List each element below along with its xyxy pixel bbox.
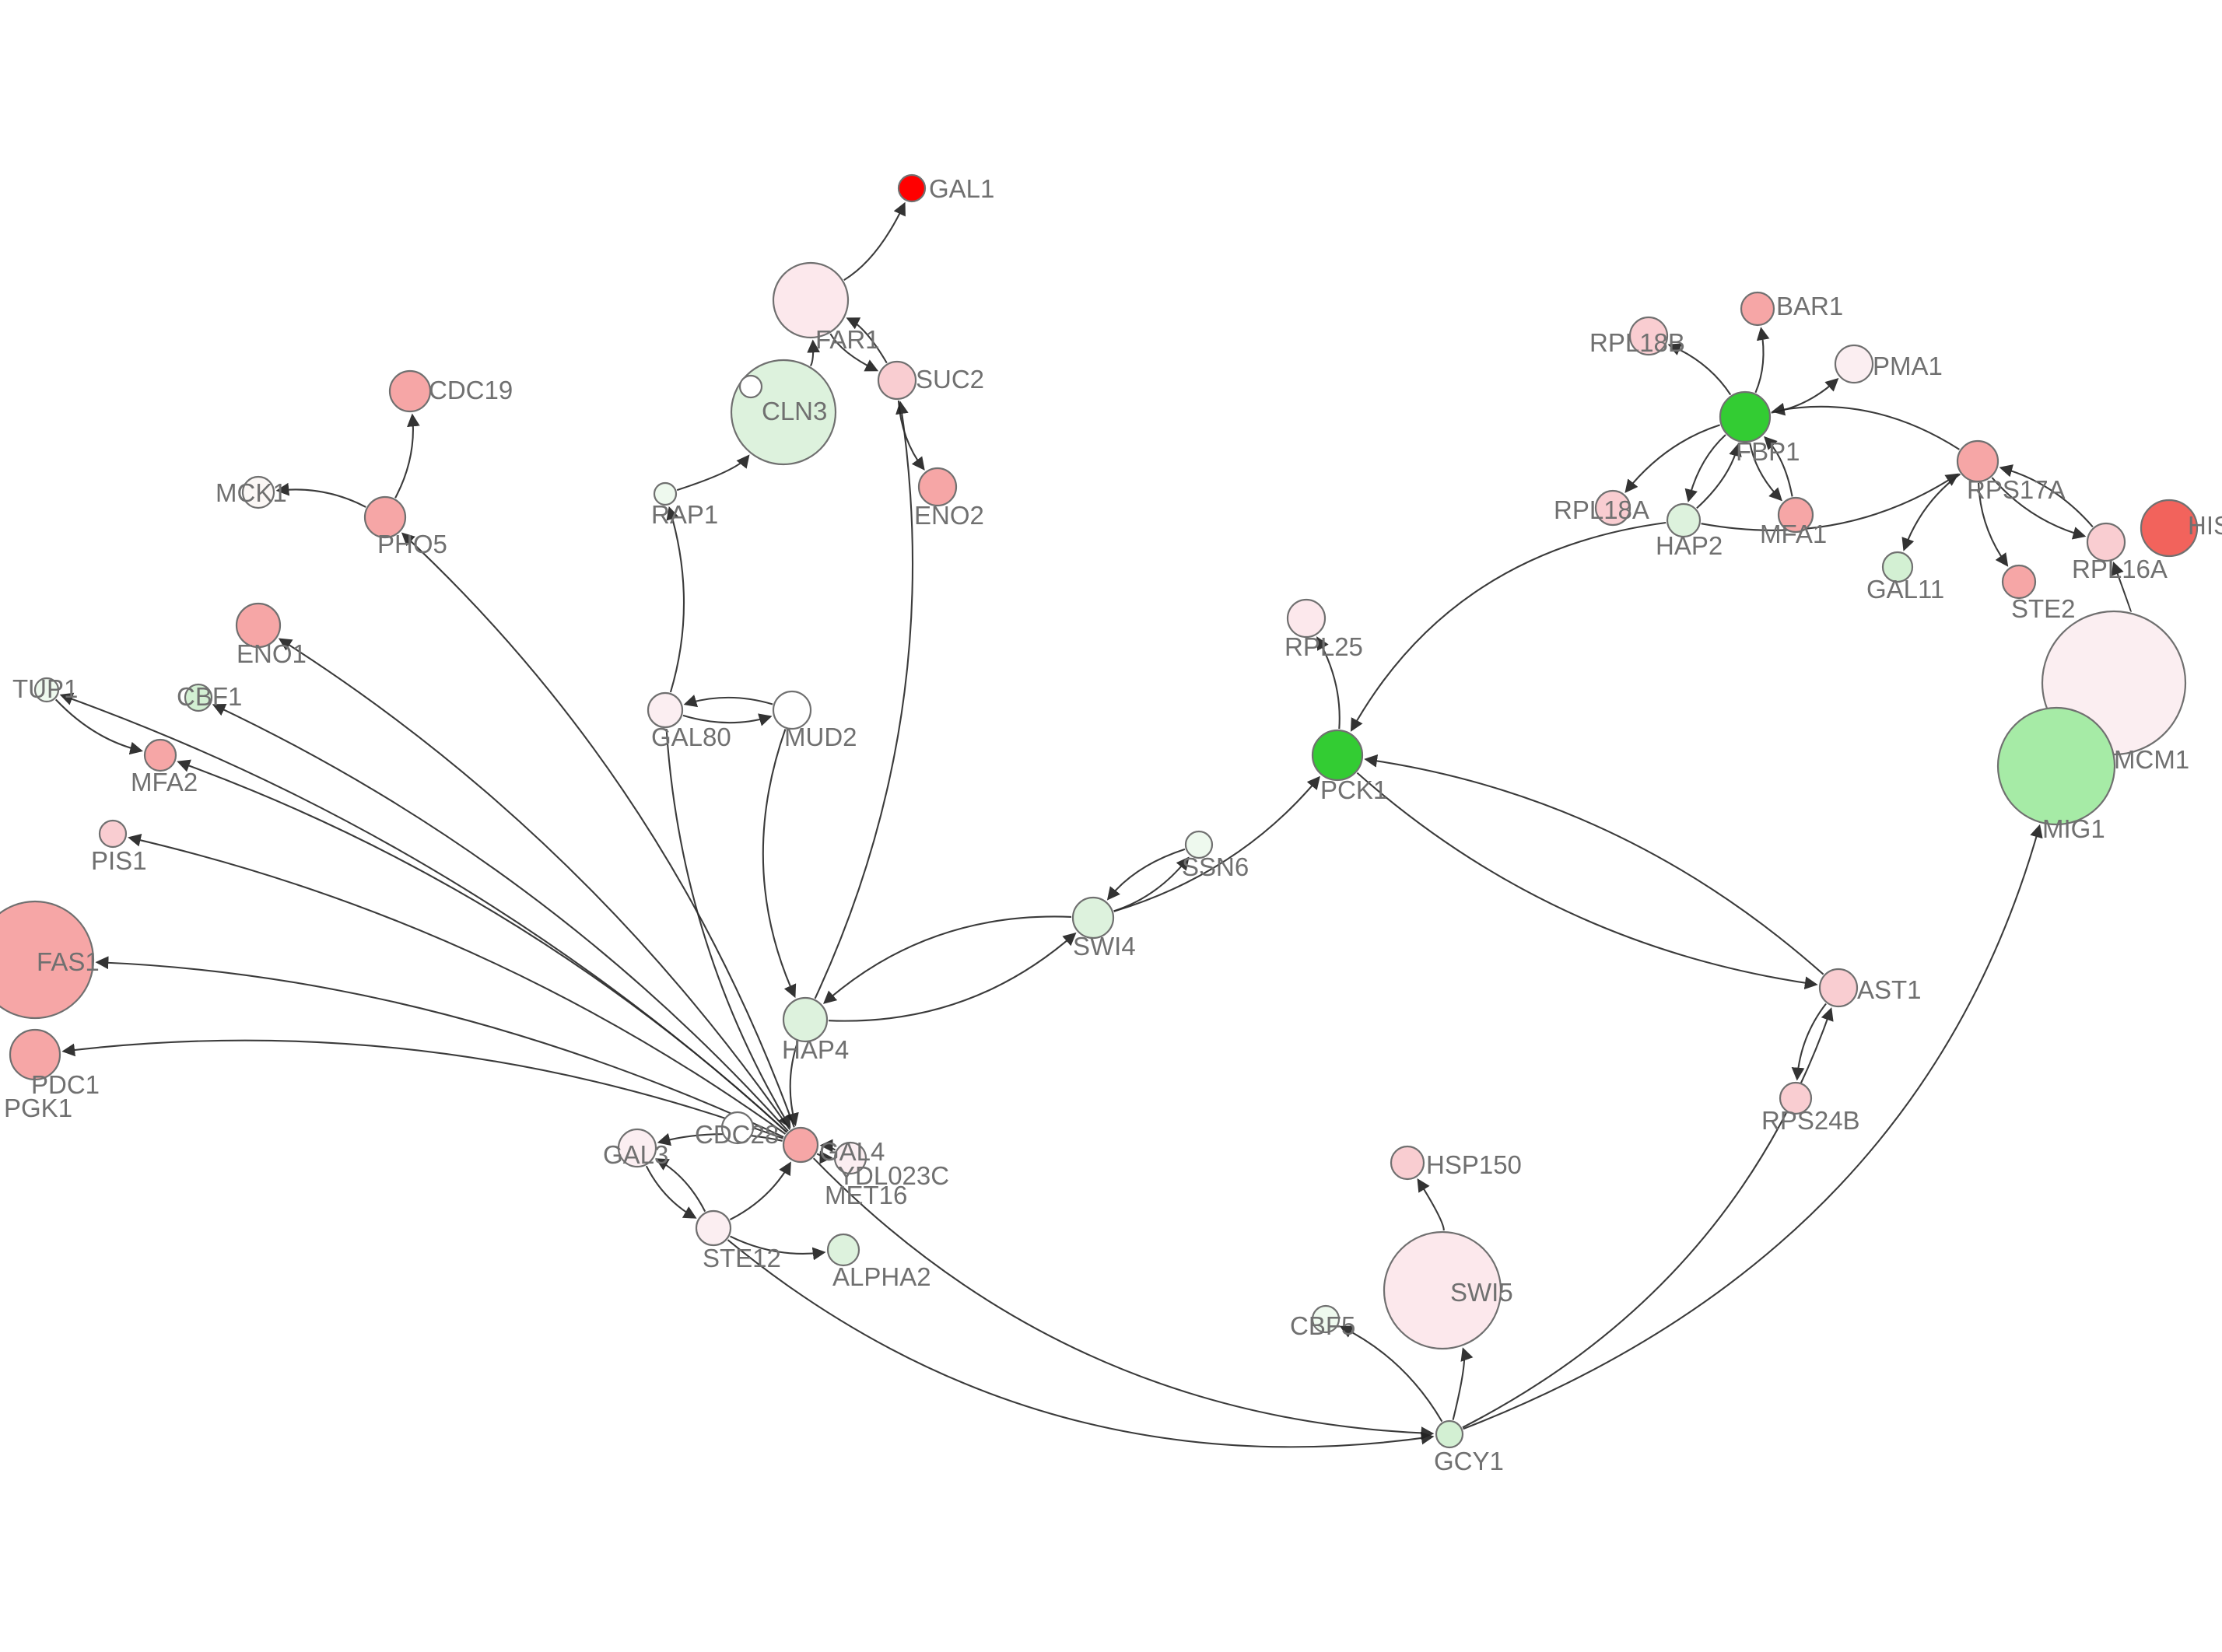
svg-text:RPL18B: RPL18B [1589,328,1685,357]
svg-text:CBF5: CBF5 [1290,1311,1355,1340]
svg-text:BAR1: BAR1 [1776,292,1843,320]
svg-text:FAS1: FAS1 [37,947,100,976]
svg-text:MCK1: MCK1 [216,478,287,507]
svg-text:SUC2: SUC2 [916,365,984,394]
svg-text:CDC28: CDC28 [695,1120,779,1149]
svg-text:PIS1: PIS1 [91,846,147,875]
svg-text:MET16: MET16 [825,1181,907,1209]
svg-text:HSP150: HSP150 [1426,1150,1522,1179]
svg-text:ENO1: ENO1 [237,639,307,668]
svg-text:STE2: STE2 [2011,594,2076,623]
svg-text:SSN6: SSN6 [1182,852,1249,881]
svg-text:RPS24B: RPS24B [1761,1106,1860,1135]
svg-text:AST1: AST1 [1857,975,1922,1004]
svg-text:TUP1: TUP1 [12,674,78,703]
svg-text:MFA2: MFA2 [131,768,198,796]
svg-text:MCM1: MCM1 [2114,745,2189,774]
svg-text:CDC19: CDC19 [429,376,513,404]
svg-text:MFA1: MFA1 [1760,520,1827,548]
svg-text:HIS4: HIS4 [2188,511,2222,540]
svg-text:GAL80: GAL80 [651,723,731,751]
svg-text:SWI4: SWI4 [1073,932,1136,961]
svg-text:PCK1: PCK1 [1320,775,1387,804]
svg-text:MIG1: MIG1 [2042,814,2105,843]
svg-text:GCY1: GCY1 [1434,1447,1504,1475]
svg-text:MUD2: MUD2 [784,723,857,751]
svg-text:FAR1: FAR1 [815,325,880,354]
svg-text:RPL16A: RPL16A [2072,555,2168,583]
svg-text:FBP1: FBP1 [1736,437,1800,466]
svg-text:CLN3: CLN3 [762,397,827,425]
svg-text:CBF1: CBF1 [177,682,242,711]
svg-text:PGK1: PGK1 [4,1094,72,1122]
svg-text:RAP1: RAP1 [651,500,718,529]
svg-text:ALPHA2: ALPHA2 [832,1262,931,1291]
svg-text:GAL1: GAL1 [929,174,994,203]
svg-text:STE12: STE12 [703,1244,781,1272]
svg-text:SWI5: SWI5 [1450,1278,1513,1307]
svg-text:HAP2: HAP2 [1656,531,1723,560]
svg-text:RPL18A: RPL18A [1554,495,1649,524]
svg-text:RPL25: RPL25 [1284,632,1363,661]
svg-text:HAP4: HAP4 [782,1035,849,1064]
svg-text:PHO5: PHO5 [377,530,447,558]
svg-text:ENO2: ENO2 [914,501,984,530]
svg-text:GAL11: GAL11 [1866,575,1944,604]
svg-text:PMA1: PMA1 [1873,352,1943,380]
svg-text:RPS17A: RPS17A [1967,475,2066,504]
svg-text:GAL3: GAL3 [603,1140,668,1169]
